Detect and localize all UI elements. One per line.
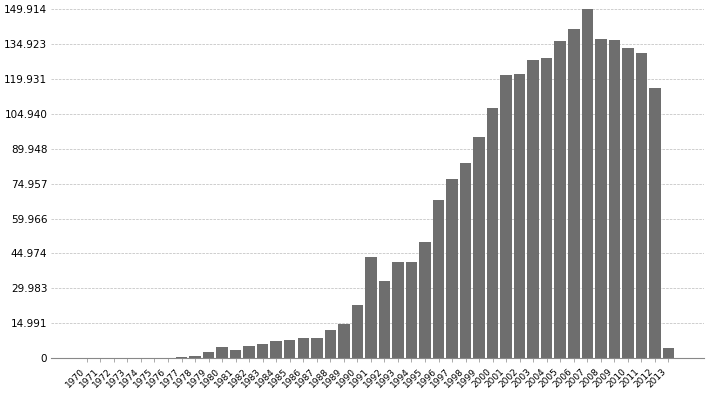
Bar [189, 356, 201, 358]
Bar [311, 338, 323, 358]
Bar [270, 341, 282, 358]
Bar [595, 39, 607, 358]
Bar [446, 179, 458, 358]
Bar [202, 352, 215, 358]
Bar [217, 347, 228, 358]
Bar [636, 53, 647, 358]
Bar [474, 137, 485, 358]
Bar [365, 257, 377, 358]
Bar [352, 305, 363, 358]
Bar [338, 324, 350, 358]
Bar [554, 41, 566, 358]
Bar [257, 344, 268, 358]
Bar [406, 262, 417, 358]
Bar [622, 48, 634, 358]
Bar [433, 200, 444, 358]
Bar [527, 60, 539, 358]
Bar [487, 108, 498, 358]
Bar [324, 330, 336, 358]
Bar [392, 262, 404, 358]
Bar [568, 29, 580, 358]
Bar [379, 281, 390, 358]
Bar [514, 74, 525, 358]
Bar [609, 40, 620, 358]
Bar [581, 9, 593, 358]
Bar [419, 242, 430, 358]
Bar [244, 346, 255, 358]
Bar [230, 350, 241, 358]
Bar [663, 348, 674, 358]
Bar [284, 340, 295, 358]
Bar [541, 58, 552, 358]
Bar [649, 88, 661, 358]
Bar [176, 357, 188, 358]
Bar [501, 75, 512, 358]
Bar [459, 163, 472, 358]
Bar [297, 338, 309, 358]
